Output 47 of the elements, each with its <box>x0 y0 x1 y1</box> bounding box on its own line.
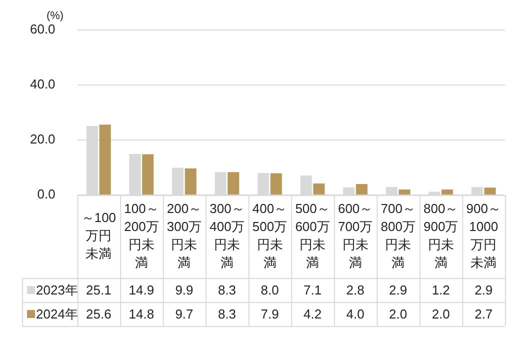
data-label: 9.9 <box>175 282 194 298</box>
data-label: 2.0 <box>432 306 450 322</box>
x-tick-label: 400～500万円未満 <box>252 201 288 270</box>
y-tick-label: 20.0 <box>30 132 56 147</box>
data-label: 8.0 <box>260 282 279 298</box>
bar <box>270 173 282 194</box>
data-label: 8.3 <box>218 306 236 322</box>
bar <box>99 124 111 194</box>
data-label: 7.1 <box>303 282 322 298</box>
data-label: 25.6 <box>86 306 112 322</box>
legend-label: 2023年 <box>36 282 78 298</box>
data-label: 4.0 <box>346 306 364 322</box>
bar <box>484 188 496 194</box>
y-axis-title: (%) <box>46 10 64 22</box>
x-tick-label: 700～800万円未満 <box>380 201 416 270</box>
x-tick-label: 600～700万円未満 <box>338 201 373 270</box>
data-label: 8.3 <box>218 282 236 298</box>
x-tick-label: 300～400万円未満 <box>210 201 244 270</box>
x-tick-label: ～100万円未満 <box>81 210 116 262</box>
bar <box>142 154 154 194</box>
x-tick-label: 200～300万円未満 <box>166 201 202 270</box>
data-label: 2.9 <box>389 282 408 298</box>
data-label: 14.8 <box>128 306 154 322</box>
data-label: 25.1 <box>86 282 112 298</box>
bar <box>313 183 325 194</box>
data-label: 9.7 <box>175 306 194 322</box>
data-label: 2.7 <box>474 306 493 322</box>
data-label: 4.2 <box>303 306 322 322</box>
y-tick-label: 0.0 <box>37 186 56 202</box>
bar <box>398 190 410 194</box>
x-tick-label: 500～600万円未満 <box>295 201 330 270</box>
data-label: 2.8 <box>346 282 364 298</box>
x-tick-label: 800～900万円未満 <box>423 201 458 270</box>
y-tick-label: 60.0 <box>30 22 56 37</box>
x-tick-label: 100～200万円未満 <box>124 201 159 270</box>
data-label: 14.9 <box>128 282 154 298</box>
y-tick-label: 40.0 <box>30 76 56 92</box>
data-label: 2.9 <box>474 282 493 298</box>
data-label: 7.9 <box>260 306 279 322</box>
bar <box>228 172 240 194</box>
data-label: 2.0 <box>389 306 408 322</box>
legend-label: 2024年 <box>36 306 78 322</box>
data-label: 1.2 <box>432 282 450 298</box>
bar <box>184 168 196 194</box>
bar <box>441 190 454 194</box>
x-tick-label: 900～1000万円未満 <box>466 201 501 270</box>
bar <box>356 184 368 194</box>
